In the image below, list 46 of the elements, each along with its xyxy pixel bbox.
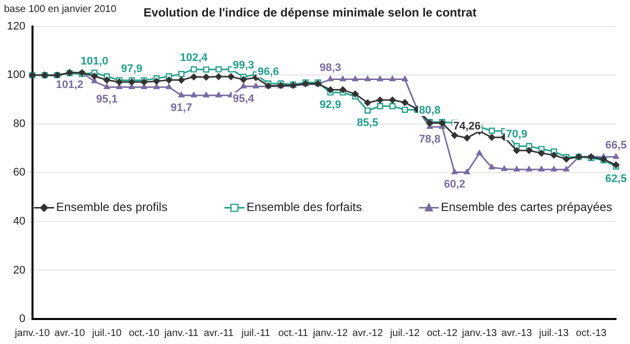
data-label: 80,8 (419, 104, 440, 117)
y-tick-label: 120 (6, 20, 26, 32)
x-tick-label: oct.-12 (426, 328, 458, 339)
data-label: 60,2 (444, 178, 466, 191)
x-tick-label: janv.-13 (460, 328, 498, 339)
data-label: 95,4 (232, 92, 256, 105)
x-tick-label: avr.-10 (54, 328, 86, 339)
x-tick-label: oct.-11 (278, 328, 308, 339)
y-tick-label: 80 (13, 118, 26, 130)
data-label: 92,9 (320, 99, 342, 112)
x-tick-label: oct.-10 (128, 328, 160, 339)
data-label: 78,8 (419, 133, 440, 146)
x-tick-label: avr.-12 (352, 328, 384, 339)
y-tick-label: 0 (19, 313, 26, 326)
data-label: 70,9 (506, 128, 528, 141)
y-tick-label: 40 (13, 216, 26, 228)
y-tick-label: 60 (13, 166, 26, 179)
data-label: 97,9 (120, 62, 142, 75)
data-label: 102,4 (180, 52, 208, 64)
x-tick-label: janv.-11 (163, 328, 199, 339)
data-label: 62,5 (605, 173, 627, 186)
legend-label: Ensemble des profils (56, 200, 168, 214)
x-tick-label: juil.-13 (538, 328, 570, 339)
x-tick-label: avr.-13 (501, 328, 532, 339)
data-label: 95,1 (96, 94, 118, 106)
data-label: 99,3 (232, 59, 254, 72)
x-tick-label: oct.-13 (576, 328, 607, 339)
data-label: 91,7 (170, 102, 192, 114)
data-label: 96,6 (258, 66, 280, 78)
legend-label: Ensemble des cartes prépayées (440, 200, 612, 214)
x-tick-label: juil.-11 (240, 328, 271, 339)
x-tick-label: janv.-12 (312, 328, 348, 339)
data-label: 101,2 (56, 78, 84, 91)
y-tick-label: 20 (13, 264, 26, 276)
data-label: 85,5 (356, 117, 378, 130)
x-tick-label: juil.-10 (91, 328, 122, 339)
text: base 100 en janvier 2010 (4, 4, 117, 15)
data-label: 98,3 (320, 62, 342, 74)
legend-label: Ensemble des forfaits (246, 200, 362, 214)
data-label: 101,0 (80, 55, 108, 68)
chart-title: Evolution de l'indice de dépense minimale selon le contrat (144, 6, 476, 20)
data-label: 66,5 (605, 139, 627, 152)
y-tick-label: 100 (6, 69, 26, 82)
x-tick-label: avr.-11 (204, 328, 234, 339)
x-tick-label: janv.-10 (14, 328, 50, 339)
x-tick-label: juil.-12 (389, 328, 420, 339)
